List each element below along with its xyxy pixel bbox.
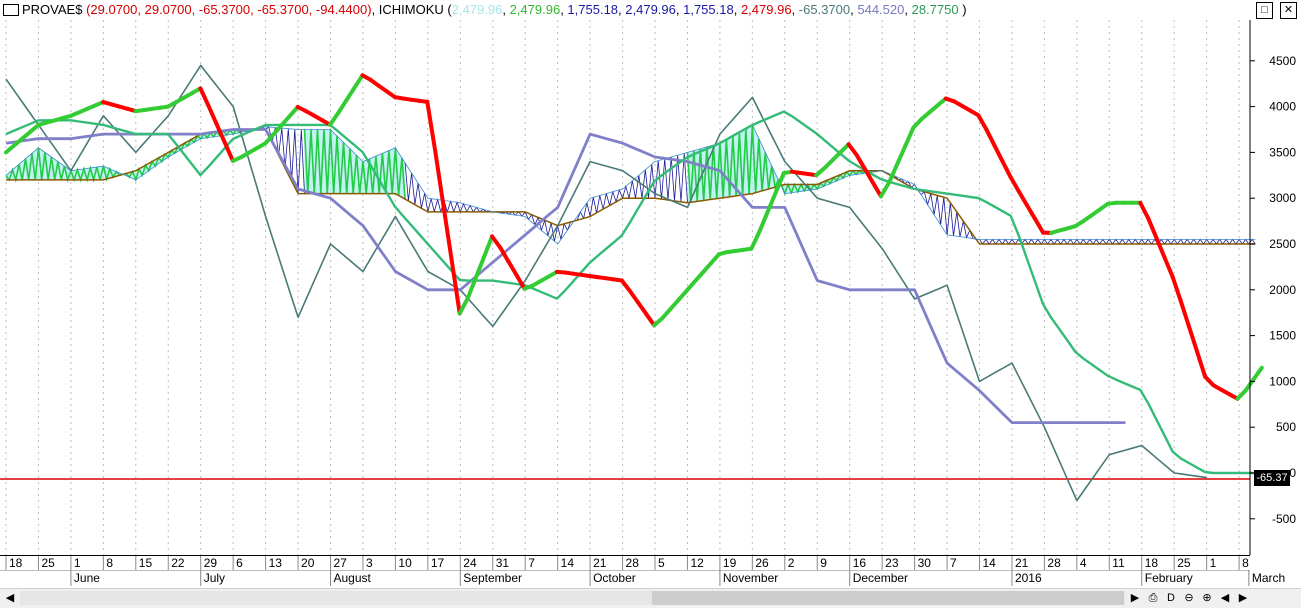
window-icon (3, 4, 19, 16)
y-tick-label: 4000 (1269, 100, 1296, 114)
day-label: 17 (431, 556, 445, 570)
title-segment: 544.520 (857, 2, 904, 17)
title-segment: , (502, 2, 509, 17)
print-icon[interactable]: ⎙ (1145, 590, 1161, 606)
day-label: 16 (853, 556, 867, 570)
title-segment: 2,479.96 (741, 2, 792, 17)
title-segment: 2,479.96 (510, 2, 561, 17)
day-label: 23 (885, 556, 899, 570)
day-label: 9 (820, 556, 827, 570)
zoom-in-icon[interactable]: ⊕ (1199, 590, 1215, 606)
day-label: 27 (334, 556, 348, 570)
title-segment: , ICHIMOKU ( (372, 2, 452, 17)
step-forward-button[interactable]: ▶ (1235, 590, 1251, 606)
day-label: 22 (171, 556, 185, 570)
month-label: November (723, 571, 778, 585)
title-segment: 2,479.96 (452, 2, 503, 17)
day-label: 26 (755, 556, 769, 570)
last-value-label: -65.37 (1254, 470, 1290, 486)
day-label: 5 (658, 556, 665, 570)
day-label: 28 (626, 556, 640, 570)
title-segment: (29.0700, 29.0700, -65.3700, -65.3700, -… (86, 2, 372, 17)
scroll-left-button[interactable]: ◀ (2, 590, 18, 606)
day-label: 18 (9, 556, 23, 570)
y-tick-label: -500 (1272, 512, 1296, 526)
day-label: 1 (74, 556, 81, 570)
day-label: 20 (301, 556, 315, 570)
month-label: June (74, 571, 100, 585)
day-label: 8 (1242, 556, 1249, 570)
day-label: 30 (918, 556, 932, 570)
title-segment: 28.7750 (912, 2, 959, 17)
day-label: 1 (1210, 556, 1217, 570)
title-segment: PROVAE$ (22, 2, 86, 17)
y-tick-label: 1500 (1269, 329, 1296, 343)
period-daily-button[interactable]: D (1163, 590, 1179, 606)
day-label: 10 (398, 556, 412, 570)
month-label: December (853, 571, 908, 585)
day-label: 3 (366, 556, 373, 570)
day-label: 8 (106, 556, 113, 570)
time-scrollbar[interactable]: ◀ ▶ ⎙ D ⊖ ⊕ ◀ ▶ (0, 588, 1301, 608)
zoom-out-icon[interactable]: ⊖ (1181, 590, 1197, 606)
y-tick-label: 2000 (1269, 283, 1296, 297)
y-tick-label: 2500 (1269, 237, 1296, 251)
month-label: March (1252, 571, 1285, 585)
day-label: 19 (723, 556, 737, 570)
day-label: 15 (139, 556, 153, 570)
day-label: 25 (41, 556, 55, 570)
day-label: 28 (1047, 556, 1061, 570)
title-segment: , (792, 2, 799, 17)
y-tick-label: 3500 (1269, 145, 1296, 159)
y-tick-label: 4500 (1269, 54, 1296, 68)
month-label: September (463, 571, 522, 585)
scroll-right-button[interactable]: ▶ (1127, 590, 1143, 606)
day-label: 2 (788, 556, 795, 570)
day-label: 14 (561, 556, 575, 570)
month-label: February (1145, 571, 1193, 585)
day-label: 14 (983, 556, 997, 570)
scroll-thumb[interactable] (652, 591, 1124, 605)
day-label: 25 (1177, 556, 1191, 570)
month-label: August (334, 571, 372, 585)
y-tick-label: 1000 (1269, 374, 1296, 388)
chart-title: PROVAE$ (29.0700, 29.0700, -65.3700, -65… (22, 2, 967, 17)
chart-title-bar: PROVAE$ (29.0700, 29.0700, -65.3700, -65… (0, 0, 1301, 21)
restore-window-button[interactable]: □ (1256, 2, 1273, 19)
title-segment: 2,479.96 (625, 2, 676, 17)
day-label: 12 (690, 556, 704, 570)
price-chart[interactable]: 4500 4000 3500 3000 2500 2000 1500 1000 500 0 -500 (0, 20, 1301, 555)
day-label: 18 (1145, 556, 1159, 570)
title-segment: , (734, 2, 741, 17)
day-label: 21 (593, 556, 607, 570)
title-segment: 1,755.18 (683, 2, 734, 17)
day-label: 24 (463, 556, 477, 570)
day-label: 21 (1015, 556, 1029, 570)
day-label: 31 (496, 556, 510, 570)
title-segment: ) (959, 2, 967, 17)
y-tick-label: 0 (1289, 466, 1296, 480)
day-label: 7 (950, 556, 957, 570)
day-label: 7 (528, 556, 535, 570)
month-label: 2016 (1015, 571, 1042, 585)
y-tick-label: 3000 (1269, 191, 1296, 205)
title-segment: -65.3700 (799, 2, 850, 17)
y-tick-label: 500 (1276, 420, 1296, 434)
month-label: October (593, 571, 636, 585)
month-label: July (204, 571, 225, 585)
close-window-button[interactable]: ✕ (1280, 2, 1297, 19)
day-label: 4 (1080, 556, 1087, 570)
day-label: 6 (236, 556, 243, 570)
step-back-button[interactable]: ◀ (1217, 590, 1233, 606)
day-label: 13 (269, 556, 283, 570)
day-label: 29 (204, 556, 218, 570)
title-segment: 1,755.18 (567, 2, 618, 17)
title-segment: , (904, 2, 911, 17)
day-label: 11 (1112, 556, 1125, 570)
